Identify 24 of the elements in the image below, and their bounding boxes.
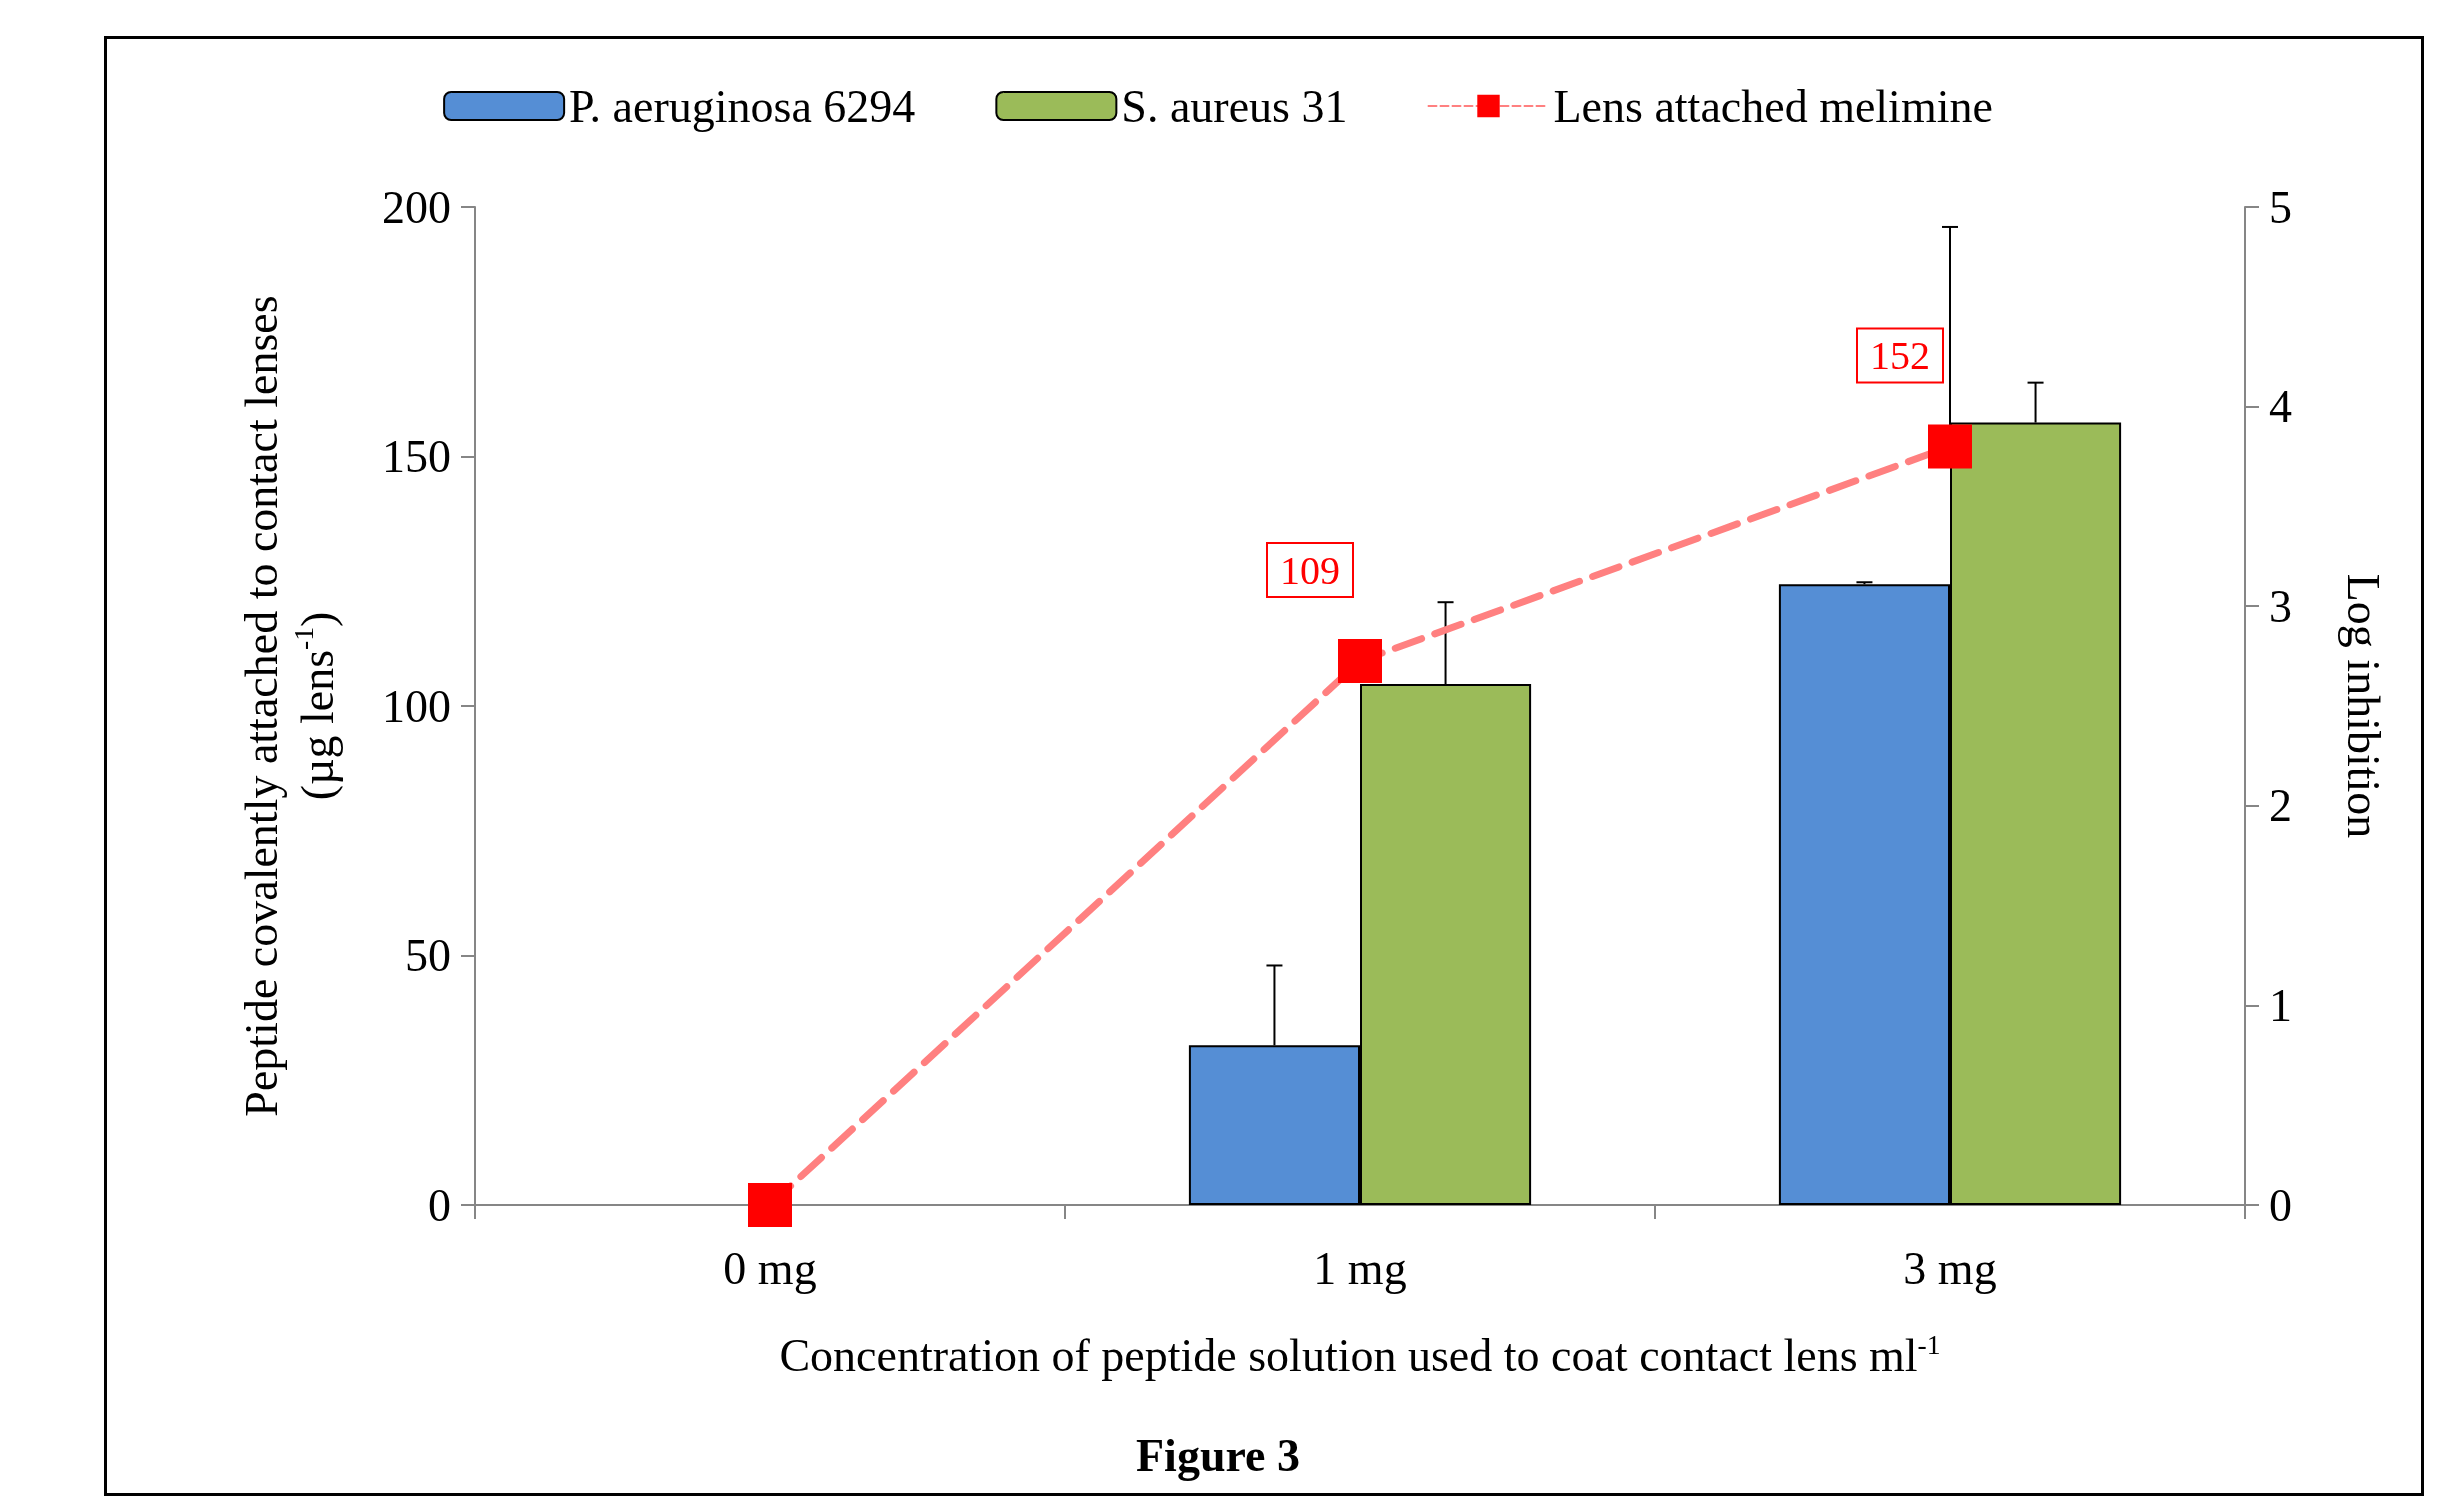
y2-tick-label: 4 <box>2269 381 2292 433</box>
y-tick-label: 0 <box>428 1179 451 1231</box>
data-label: 152 <box>1870 333 1930 379</box>
point <box>1338 639 1382 684</box>
legend-label: P. aeruginosa 6294 <box>569 80 916 132</box>
y-tick-label: 150 <box>382 431 451 482</box>
x-tick-label: 3 mg <box>1903 1242 1997 1294</box>
y2-axis-title: Log inhibition <box>2337 573 2389 839</box>
data-label: 109 <box>1280 547 1340 593</box>
y2-tick-label: 5 <box>2269 181 2292 233</box>
caption: Figure 3 <box>1136 1429 1300 1481</box>
y-tick-label: 200 <box>382 181 451 233</box>
y-tick-label: 50 <box>405 930 451 981</box>
x-tick-label: 0 mg <box>723 1242 817 1294</box>
y-tick-label: 100 <box>382 680 451 732</box>
legend-label: S. aureus 31 <box>1121 80 1348 132</box>
point <box>1928 424 1972 469</box>
y2-tick-label: 3 <box>2269 580 2292 632</box>
y2-tick-label: 2 <box>2269 780 2292 832</box>
x-tick-label: 1 mg <box>1313 1242 1407 1294</box>
point <box>748 1183 792 1227</box>
y2-tick-label: 0 <box>2269 1179 2292 1231</box>
legend-label: Lens attached melimine <box>1553 80 1993 132</box>
y2-tick-label: 1 <box>2269 979 2292 1031</box>
